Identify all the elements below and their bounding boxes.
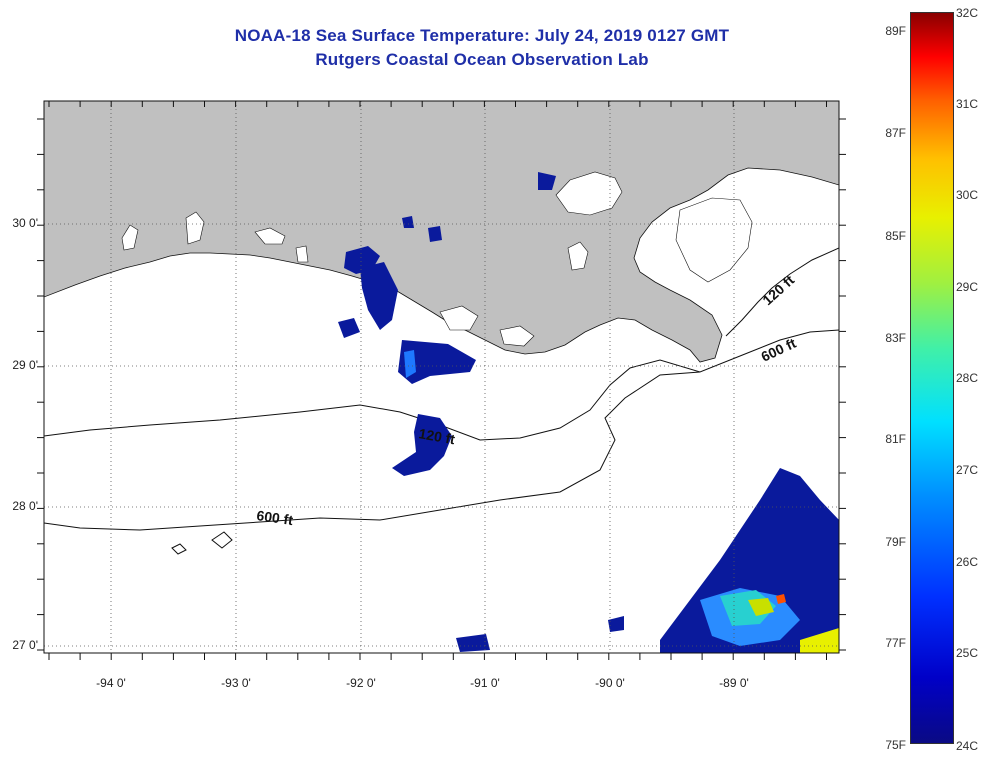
lon-label: -91 0' [470,676,500,690]
sst-patch [538,172,556,190]
calcasieu-lake [185,211,205,245]
sst-warm-patch [800,628,839,653]
chart-title: NOAA-18 Sea Surface Temperature: July 24… [234,26,730,45]
colorbar-f-label: 87F [885,126,906,140]
sst-patch [428,226,442,242]
colorbar-f-label: 79F [885,535,906,549]
sst-patch [402,216,414,228]
sst-patch [392,414,452,476]
colorbar-c-label: 27C [956,463,979,477]
colorbar-c-label: 26C [956,555,979,569]
colorbar-c-label: 24C [956,739,979,753]
lon-label: -94 0' [96,676,126,690]
lon-label: -90 0' [595,676,625,690]
colorbar-c-label: 30C [956,188,979,202]
chart-subtitle: Rutgers Coastal Ocean Observation Lab [315,50,649,69]
colorbar-f-label: 75F [885,738,906,752]
colorbar-f-label: 81F [885,432,906,446]
land-mass [44,101,839,363]
sst-patch [456,634,490,652]
chandeleur-sound [675,197,753,283]
colorbar-f-label: 89F [885,24,906,38]
colorbar-c-label: 32C [956,6,979,20]
atchafalaya-bay [439,305,479,331]
sst-warm-patch [748,598,774,616]
lon-label: -89 0' [719,676,749,690]
lon-label: -92 0' [346,676,376,690]
lat-label: 27 0' [12,638,38,652]
sabine-lake [121,224,139,251]
lat-label: 29 0' [12,358,38,372]
colorbar-f-label: 85F [885,229,906,243]
lon-label: -93 0' [221,676,251,690]
sst-warm-patch [776,594,786,604]
colorbar-f-label: 83F [885,331,906,345]
sst-patch [338,318,360,338]
sst-patch [608,616,624,632]
colorbar-c-label: 31C [956,97,979,111]
shelf-bank [171,531,233,555]
isobath-label: 600 ft [256,507,295,528]
sst-colorbar [910,12,954,744]
terrebonne-bay [499,325,535,347]
barataria-bay [567,241,589,271]
sst-patch [360,262,398,330]
grand-lake [295,245,309,263]
colorbar-c-label: 25C [956,646,979,660]
sst-warm-patch [404,350,416,378]
colorbar-c-label: 28C [956,371,979,385]
isobath-120ft-east [725,247,839,337]
lake-pontchartrain [555,171,623,216]
white-lake [254,227,286,245]
sst-patch [398,340,476,384]
colorbar-f-label: 77F [885,636,906,650]
isobath-600ft-west [44,371,701,531]
colorbar-c-label: 29C [956,280,979,294]
map-frame [43,100,840,654]
lat-label: 30 0' [12,216,38,230]
lat-label: 28 0' [12,499,38,513]
isobath-600ft-east [44,329,839,441]
isobath-label: 120 ft [417,425,456,447]
